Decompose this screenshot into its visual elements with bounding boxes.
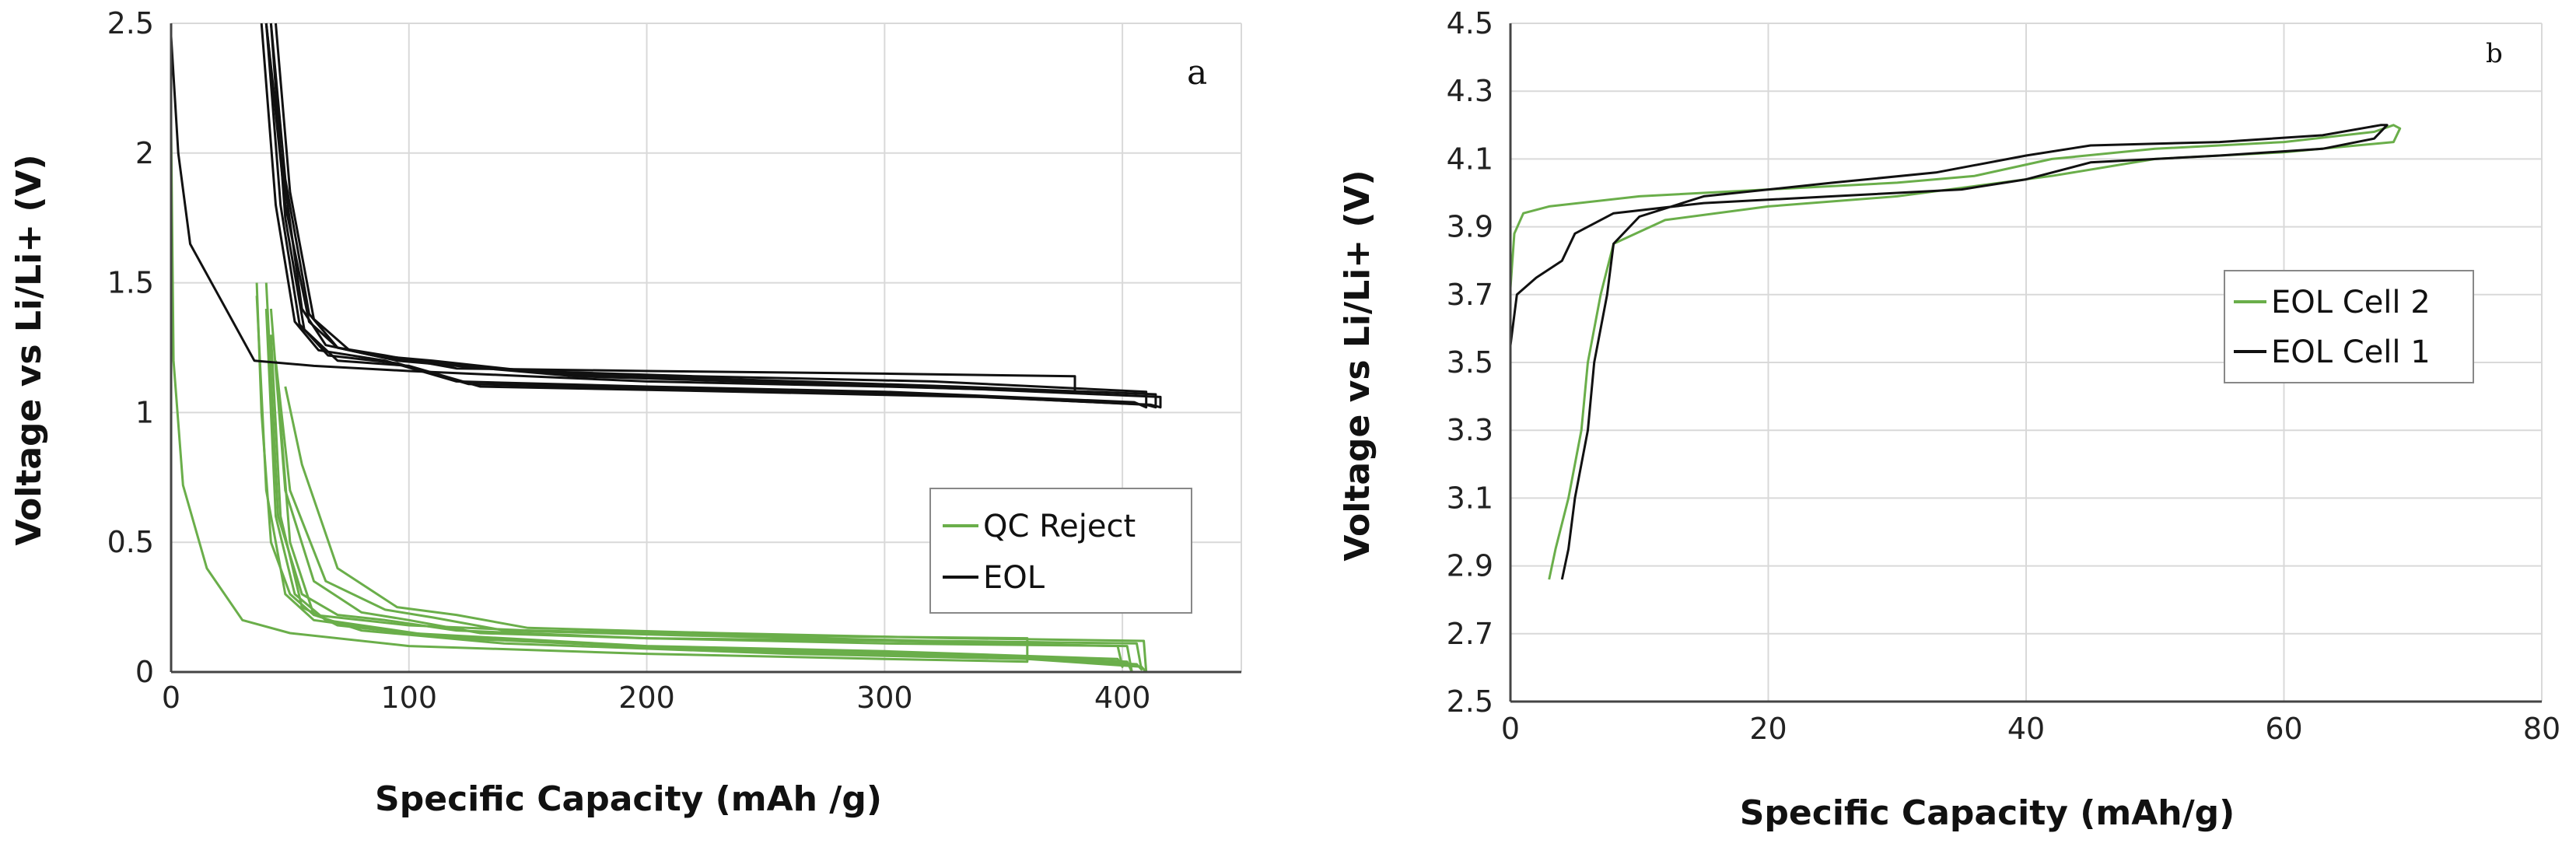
panel-b-y-tick-label: 3.9 bbox=[1447, 210, 1493, 244]
panel-a-x-tick-label: 400 bbox=[1094, 681, 1151, 715]
legend-label-eol-cell-2: EOL Cell 2 bbox=[2271, 285, 2431, 320]
panel-a-x-tick-label: 100 bbox=[381, 681, 438, 715]
panel-b-y-tick-label: 4.3 bbox=[1447, 74, 1493, 108]
panel-b: 0 20 40 60 80 2.5 2.7 2.9 3.1 3.3 3.5 3.7 3.9 4.1 4.3… bbox=[1338, 6, 2560, 833]
panel-a-y-tick-label: 1 bbox=[135, 395, 154, 429]
panel-a-y-axis-title: Voltage vs Li/Li+ (V) bbox=[9, 154, 49, 545]
panel-b-x-tick-label: 80 bbox=[2523, 712, 2560, 746]
panel-b-y-tick-label: 3.1 bbox=[1447, 481, 1493, 515]
series-line-qc-reject bbox=[269, 334, 1143, 671]
panel-b-x-tick-label: 20 bbox=[1749, 712, 1787, 746]
panel-a-y-tick-label: 2 bbox=[135, 136, 154, 170]
legend-label-eol: EOL bbox=[983, 560, 1045, 596]
panel-a-y-tick-label: 0 bbox=[135, 655, 154, 689]
panel-a: 0 100 200 300 400 0 0.5 1 1.5 2 2.5 Specific Capa… bbox=[9, 6, 1242, 819]
legend-label-eol-cell-1: EOL Cell 1 bbox=[2271, 334, 2431, 370]
panel-a-x-tick-label: 200 bbox=[618, 681, 675, 715]
panel-a-x-tick-label: 0 bbox=[162, 681, 180, 715]
panel-b-x-tick-label: 60 bbox=[2265, 712, 2302, 746]
panel-b-label: b bbox=[2486, 38, 2503, 69]
series-line-qc-reject bbox=[170, 127, 1029, 663]
panel-b-x-tick-label: 40 bbox=[2007, 712, 2045, 746]
series-line-eol-cell-2 bbox=[1509, 124, 2402, 580]
panel-b-y-tick-label: 3.3 bbox=[1447, 413, 1493, 447]
series-line-eol bbox=[269, 23, 1162, 409]
panel-b-y-axis-title: Voltage vs Li/Li+ (V) bbox=[1338, 170, 1377, 561]
panel-a-y-tick-label: 0.5 bbox=[107, 525, 154, 559]
series-line-eol bbox=[260, 23, 1148, 409]
panel-b-y-tick-label: 2.7 bbox=[1447, 617, 1493, 651]
panel-a-legend: QC Reject EOL bbox=[929, 488, 1192, 614]
legend-label-qc-reject: QC Reject bbox=[983, 509, 1136, 544]
panel-b-y-tick-label: 4.5 bbox=[1447, 6, 1493, 40]
series-line-eol bbox=[264, 23, 1157, 409]
panel-b-y-tick-label: 3.7 bbox=[1447, 278, 1493, 312]
panel-a-y-tick-label: 1.5 bbox=[107, 266, 154, 300]
panel-b-x-tick-label: 0 bbox=[1501, 712, 1520, 746]
panel-b-legend: EOL Cell 2 EOL Cell 1 bbox=[2224, 270, 2474, 383]
series-line-eol-cell-1 bbox=[1509, 124, 2389, 580]
panel-a-y-tick-label: 2.5 bbox=[107, 6, 154, 40]
panel-b-y-tick-label: 2.9 bbox=[1447, 549, 1493, 583]
panel-b-y-tick-label: 4.1 bbox=[1447, 142, 1493, 176]
series-line-qc-reject bbox=[275, 360, 1148, 674]
panel-a-x-axis-title: Specific Capacity (mAh /g) bbox=[375, 779, 882, 819]
panel-b-y-tick-label: 3.5 bbox=[1447, 345, 1493, 380]
panel-a-label: a bbox=[1187, 53, 1207, 93]
panel-a-x-tick-label: 300 bbox=[856, 681, 913, 715]
panel-b-y-tick-label: 2.5 bbox=[1447, 684, 1493, 719]
series-line-qc-reject bbox=[255, 282, 1124, 668]
panel-b-x-axis-title: Specific Capacity (mAh/g) bbox=[1740, 793, 2235, 833]
